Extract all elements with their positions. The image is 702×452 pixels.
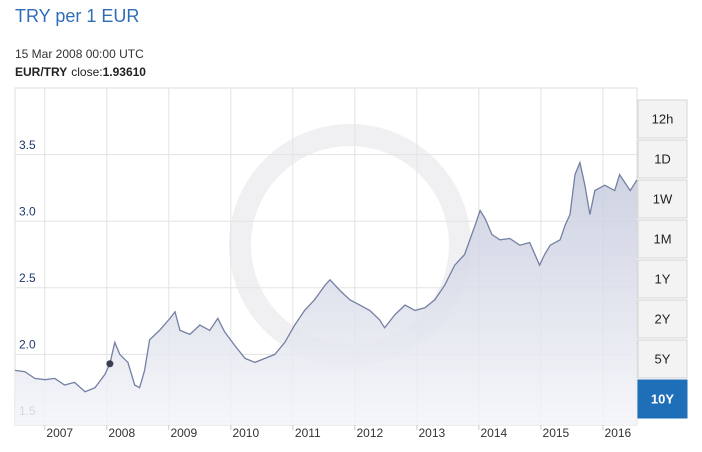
button-label[interactable]: 1W — [653, 191, 673, 206]
button-label[interactable]: 1D — [654, 151, 671, 166]
range-button[interactable]: 10Y — [637, 379, 688, 419]
button-box[interactable] — [637, 219, 688, 259]
hover-point — [106, 360, 114, 368]
button-box[interactable] — [637, 379, 688, 419]
chart-title: TRY per 1 EUR — [15, 6, 139, 26]
range-button[interactable]: 1W — [637, 179, 688, 219]
x-tick-label: 2009 — [170, 426, 197, 440]
button-label[interactable]: 12h — [652, 111, 674, 126]
hover-pair: EUR/TRY — [15, 65, 67, 79]
x-tick-label: 2008 — [108, 426, 135, 440]
range-button[interactable]: 5Y — [637, 339, 688, 379]
x-tick-label: 2016 — [605, 426, 632, 440]
range-button[interactable]: 1D — [637, 139, 688, 179]
x-tick-label: 2010 — [232, 426, 259, 440]
range-button[interactable]: 2Y — [637, 299, 688, 339]
button-label[interactable]: 2Y — [655, 311, 671, 326]
hover-label: close: — [71, 65, 102, 79]
y-tick-label: 3.0 — [19, 204, 36, 218]
hover-info: EUR/TRY close:1.93610 — [15, 65, 146, 79]
area-fill — [15, 162, 637, 425]
hover-value: 1.93610 — [103, 65, 147, 79]
hover-date: 15 Mar 2008 00:00 UTC — [15, 47, 144, 61]
range-buttons: 12h 1D 1W 1M 1Y 2Y 5Y 10Y — [637, 99, 688, 419]
range-button[interactable]: 1M — [637, 219, 688, 259]
button-box[interactable] — [637, 339, 688, 379]
button-box[interactable] — [637, 179, 688, 219]
x-tick-label: 2013 — [418, 426, 445, 440]
button-label[interactable]: 1Y — [655, 271, 671, 286]
button-label[interactable]: 1M — [653, 231, 671, 246]
button-box[interactable] — [637, 299, 688, 339]
y-tick-label: 2.5 — [19, 271, 36, 285]
x-tick-label: 2014 — [481, 426, 508, 440]
x-tick-label: 2012 — [356, 426, 383, 440]
button-box[interactable] — [637, 259, 688, 299]
series-line — [14, 160, 638, 393]
plot-area: 1.52.02.53.03.52007200820092010201120122… — [14, 87, 638, 440]
range-button[interactable]: 1Y — [637, 259, 688, 299]
x-tick-label: 2007 — [46, 426, 73, 440]
button-label[interactable]: 5Y — [655, 351, 671, 366]
button-box[interactable] — [637, 99, 688, 139]
x-tick-label: 2011 — [295, 426, 321, 440]
x-tick-label: 2015 — [543, 426, 570, 440]
y-tick-label: 3.5 — [19, 138, 36, 152]
range-button[interactable]: 12h — [637, 99, 688, 139]
button-box[interactable] — [637, 139, 688, 179]
y-tick-label: 2.0 — [19, 338, 36, 352]
button-label[interactable]: 10Y — [651, 391, 674, 406]
